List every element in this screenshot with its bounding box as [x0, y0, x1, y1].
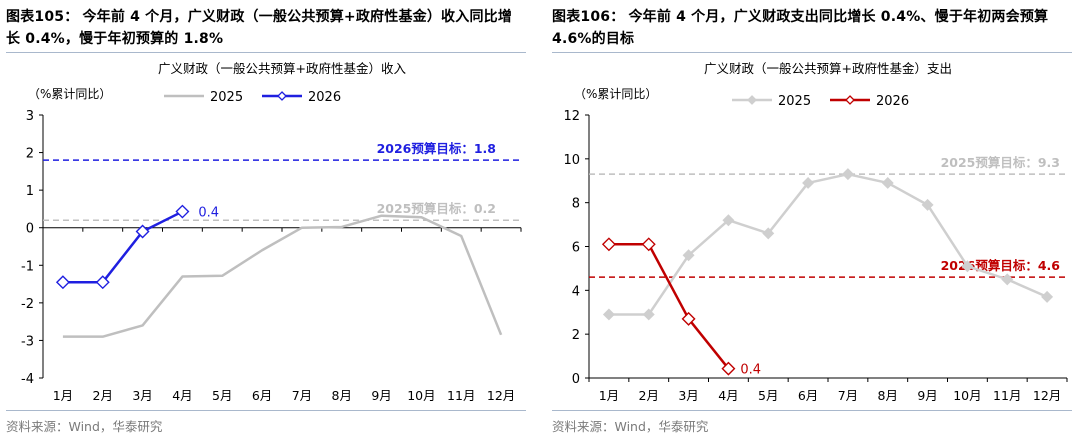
figure-105: 图表105： 今年前 4 个月，广义财政（一般公共预算+政府性基金）收入同比增长 … — [6, 0, 530, 440]
series-line-2025 — [608, 172, 1048, 316]
y-tick-label: 12 — [563, 109, 580, 124]
figure-caption: 今年前 4 个月，广义财政支出同比增长 0.4%、慢于年初两会预算 4.6%的目… — [552, 9, 1049, 47]
source-note: 资料来源：Wind，华泰研究 — [552, 419, 709, 434]
data-point-2026 — [55, 275, 70, 290]
data-point-2026 — [135, 224, 150, 239]
data-point-2025 — [802, 176, 815, 189]
figure-label: 图表106： — [552, 9, 625, 25]
x-tick-label: 5月 — [758, 388, 778, 403]
data-point-2025 — [1041, 290, 1054, 303]
y-tick-label: 8 — [572, 197, 580, 212]
data-point-2026 — [721, 361, 736, 376]
y-tick-label: -4 — [21, 372, 34, 387]
title-separator — [6, 52, 526, 53]
x-tick-label: 1月 — [599, 388, 619, 403]
x-tick-label: 4月 — [718, 388, 738, 403]
source-note: 资料来源：Wind，华泰研究 — [6, 419, 163, 434]
x-tick-label: 3月 — [132, 388, 152, 403]
data-point-2026 — [175, 204, 190, 219]
x-tick-label: 2月 — [639, 388, 659, 403]
x-tick-label: 3月 — [678, 388, 698, 403]
reference-line-label-0: 2026预算目标：1.8 — [377, 141, 496, 156]
title-separator — [552, 52, 1072, 53]
figure-106: 图表106： 今年前 4 个月，广义财政支出同比增长 0.4%、慢于年初两会预算 … — [552, 0, 1076, 440]
reference-line-label-0: 2025预算目标：9.3 — [941, 155, 1060, 170]
data-point-2025 — [722, 214, 735, 227]
data-point-2025 — [602, 308, 615, 321]
data-point-2025 — [921, 198, 934, 211]
data-point-2025 — [642, 308, 655, 321]
legend-label-2026: 2026 — [308, 90, 341, 105]
reference-line-label-1: 2026预算目标：4.6 — [941, 258, 1061, 273]
figure-caption: 今年前 4 个月，广义财政（一般公共预算+政府性基金）收入同比增长 0.4%，慢… — [6, 9, 513, 47]
data-point-2026 — [601, 237, 616, 252]
y-tick-label: 2 — [572, 328, 580, 343]
expenditure-chart: 广义财政（一般公共预算+政府性基金）支出 （%累计同比） 2025 2026 12 10 8… — [563, 61, 1068, 403]
data-point-2025 — [961, 260, 974, 273]
data-point-2025 — [762, 227, 775, 240]
y-tick-label: 1 — [26, 184, 34, 199]
data-point-2025 — [881, 176, 894, 189]
y-tick-label: -2 — [21, 297, 34, 312]
y-tick-label: 10 — [563, 153, 580, 168]
x-tick-label: 11月 — [993, 388, 1021, 403]
value-annotation: 0.4 — [198, 206, 219, 221]
y-tick-label: 4 — [572, 284, 580, 299]
x-tick-label: 6月 — [798, 388, 818, 403]
y-tick-label: 0 — [572, 372, 580, 387]
x-tick-label: 1月 — [53, 388, 73, 403]
y-tick-label: 2 — [26, 147, 34, 162]
y-tick-label: -1 — [21, 259, 34, 274]
legend-marker-2025 — [747, 95, 757, 105]
x-tick-label: 9月 — [371, 388, 391, 403]
data-point-2025 — [841, 168, 854, 181]
legend-label-2025: 2025 — [778, 94, 811, 109]
legend-marker-2026 — [845, 95, 855, 105]
x-tick-label: 7月 — [838, 388, 858, 403]
figure-title: 图表105： 今年前 4 个月，广义财政（一般公共预算+政府性基金）收入同比增长 … — [6, 6, 526, 50]
x-tick-label: 10月 — [407, 388, 435, 403]
x-tick-label: 11月 — [447, 388, 475, 403]
data-point-2025 — [682, 249, 695, 262]
figure-label: 图表105： — [6, 9, 79, 25]
series-line-2026 — [608, 243, 730, 370]
series-line-2026 — [62, 210, 183, 284]
data-point-2026 — [641, 237, 656, 252]
legend-marker-2026 — [277, 91, 287, 101]
revenue-chart: 广义财政（一般公共预算+政府性基金）收入 （%累计同比） 2025 2026 3 2 1 0 -… — [21, 61, 522, 403]
x-tick-label: 7月 — [292, 388, 312, 403]
y-tick-label: 6 — [572, 241, 580, 256]
y-axis-unit-label: （%累计同比） — [574, 87, 657, 101]
y-tick-label: 0 — [26, 222, 34, 237]
legend-label-2026: 2026 — [876, 94, 909, 109]
y-axis-unit-label: （%累计同比） — [28, 87, 111, 101]
data-point-2025 — [1001, 273, 1014, 286]
chart-title: 广义财政（一般公共预算+政府性基金）支出 — [704, 61, 952, 76]
y-tick-label: 3 — [26, 109, 34, 124]
x-tick-label: 8月 — [878, 388, 898, 403]
x-tick-label: 12月 — [1033, 388, 1061, 403]
source-separator — [552, 410, 1072, 411]
x-tick-label: 12月 — [487, 388, 515, 403]
legend-label-2025: 2025 — [210, 90, 243, 105]
x-tick-label: 9月 — [917, 388, 937, 403]
value-annotation: 0.4 — [740, 363, 761, 378]
x-tick-label: 10月 — [953, 388, 981, 403]
x-tick-label: 8月 — [332, 388, 352, 403]
data-point-2026 — [681, 311, 696, 326]
reference-line-label-1: 2025预算目标：0.2 — [377, 201, 496, 216]
x-tick-label: 5月 — [212, 388, 232, 403]
x-tick-label: 4月 — [172, 388, 192, 403]
source-separator — [6, 410, 526, 411]
series-line-2025 — [62, 214, 503, 338]
x-tick-label: 6月 — [252, 388, 272, 403]
data-point-2026 — [95, 275, 110, 290]
x-tick-label: 2月 — [93, 388, 113, 403]
y-tick-label: -3 — [21, 334, 34, 349]
chart-title: 广义财政（一般公共预算+政府性基金）收入 — [158, 61, 406, 76]
figure-title: 图表106： 今年前 4 个月，广义财政支出同比增长 0.4%、慢于年初两会预算 … — [552, 6, 1072, 50]
